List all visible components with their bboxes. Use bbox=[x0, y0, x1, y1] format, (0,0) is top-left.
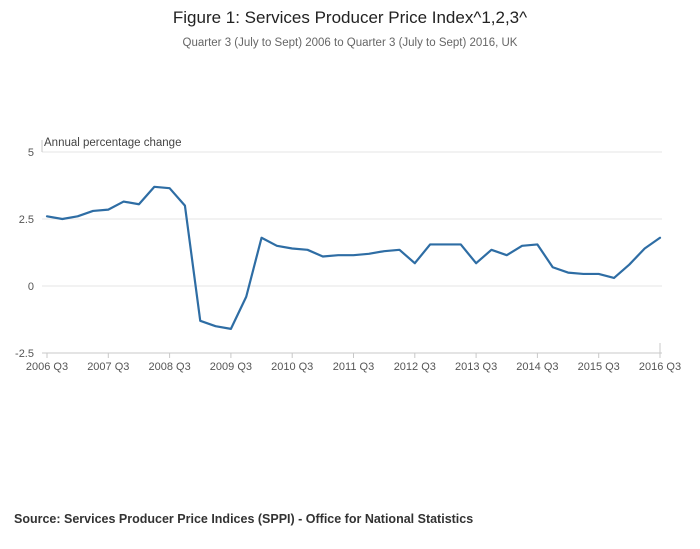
x-tick-label: 2008 Q3 bbox=[148, 361, 190, 373]
source-note: Source: Services Producer Price Indices … bbox=[14, 512, 474, 526]
x-tick-label: 2012 Q3 bbox=[394, 361, 436, 373]
y-tick-label: -2.5 bbox=[15, 348, 34, 360]
sppi-line-chart: 5 2.5 0 -2.5 Annual percentage change 2006 Q3… bbox=[15, 137, 681, 373]
x-tick-label: 2007 Q3 bbox=[87, 361, 129, 373]
x-tick-label: 2006 Q3 bbox=[26, 361, 68, 373]
x-tick-label: 2013 Q3 bbox=[455, 361, 497, 373]
y-axis-title: Annual percentage change bbox=[44, 137, 181, 149]
x-tick-label: 2011 Q3 bbox=[333, 361, 374, 373]
x-tick-label: 2014 Q3 bbox=[516, 361, 558, 373]
x-tick-label: 2016 Q3 bbox=[639, 361, 681, 373]
sppi-line-series bbox=[45, 185, 662, 330]
chart-subtitle: Quarter 3 (July to Sept) 2006 to Quarter… bbox=[182, 37, 518, 49]
chart-title: Figure 1: Services Producer Price Index^… bbox=[172, 8, 528, 27]
x-tick-label: 2015 Q3 bbox=[578, 361, 620, 373]
x-tick-label: 2010 Q3 bbox=[271, 361, 313, 373]
x-tick-label: 2009 Q3 bbox=[210, 361, 252, 373]
y-tick-label: 2.5 bbox=[19, 214, 34, 226]
y-tick-label: 5 bbox=[28, 147, 34, 159]
y-tick-label: 0 bbox=[28, 281, 34, 293]
